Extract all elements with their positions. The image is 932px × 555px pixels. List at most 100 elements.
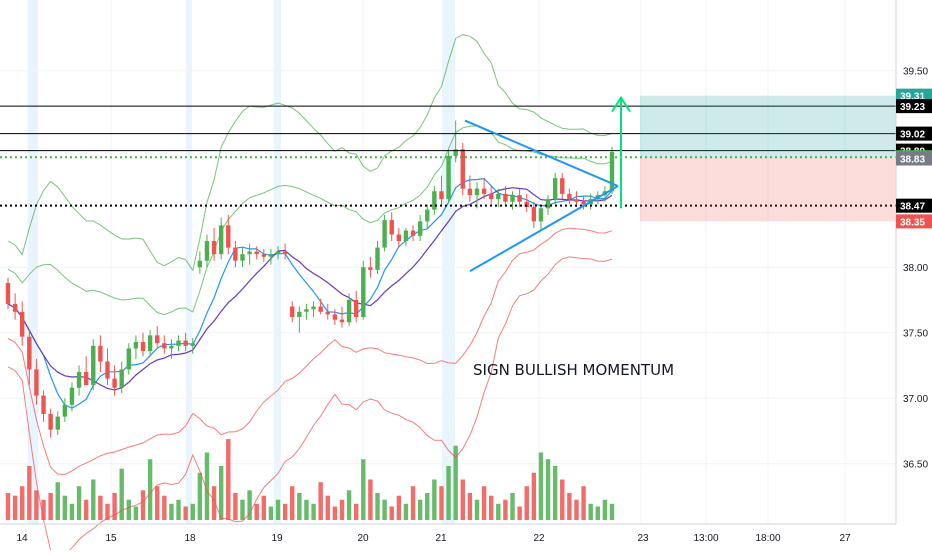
volume-bar	[218, 466, 224, 520]
candle	[5, 277, 11, 310]
time-tick-label: 23	[637, 533, 649, 544]
volume-bar	[503, 499, 508, 520]
candle-body	[98, 345, 103, 362]
candle	[211, 227, 217, 261]
candle	[417, 214, 423, 242]
candle-body	[560, 178, 565, 194]
candle-body	[119, 369, 124, 388]
candle	[290, 301, 295, 323]
volume-bar	[98, 495, 103, 520]
candle	[510, 191, 515, 210]
price-tick-label: 38.00	[903, 263, 928, 274]
volume-bar	[474, 499, 480, 520]
candle	[467, 175, 473, 202]
volume-bar	[346, 490, 352, 520]
volume-bar	[27, 466, 32, 520]
candle	[425, 204, 430, 228]
volume-bar	[432, 479, 437, 520]
candle	[169, 339, 174, 359]
volume-bar	[574, 499, 579, 520]
candle-body	[453, 149, 458, 156]
candle-body	[169, 345, 174, 349]
volume-bar	[496, 503, 501, 520]
volume-bar	[311, 503, 316, 520]
annotation-label[interactable]: SIGN BULLISH MOMENTUM	[473, 361, 674, 379]
volume-bar	[105, 503, 110, 520]
candle-body	[361, 267, 366, 318]
candle	[439, 175, 444, 205]
candle-body	[410, 230, 416, 236]
candle-body	[5, 282, 11, 304]
candle	[162, 335, 167, 354]
volume-bar	[34, 490, 39, 520]
candle-body	[339, 319, 345, 323]
candle	[517, 188, 522, 207]
candle-body	[325, 311, 330, 315]
candle	[375, 241, 380, 274]
price-tag-label: 38.83	[900, 155, 925, 166]
candle	[432, 186, 437, 215]
volume-bar	[268, 506, 274, 520]
volume-bar	[190, 503, 195, 520]
price-tag-label: 38.47	[900, 202, 925, 213]
candle	[69, 382, 75, 412]
session-highlight	[442, 0, 455, 524]
candle-body	[162, 343, 167, 349]
volume-bar	[12, 495, 18, 520]
time-axis[interactable]: 14 15 18 19 20 21 22 23 13:00 18:00 27	[0, 523, 896, 544]
volume-bar	[162, 495, 167, 520]
volume-bar	[211, 486, 217, 520]
volume-bar	[439, 486, 444, 520]
price-tick-label: 37.00	[903, 394, 928, 405]
volume-bar	[410, 486, 416, 520]
volume-bar	[368, 479, 373, 520]
candle-body	[112, 378, 117, 388]
candle	[247, 243, 252, 265]
candle-body	[318, 306, 323, 312]
candle-body	[261, 254, 267, 257]
volume-bar	[545, 459, 551, 520]
volume-bar	[233, 493, 238, 520]
bollinger-outer-lower	[7, 256, 613, 555]
candle-body	[503, 193, 508, 202]
candle-body	[20, 311, 25, 337]
candle	[503, 186, 508, 205]
candle	[304, 303, 309, 320]
candle-body	[311, 306, 316, 310]
time-tick-label: 27	[839, 533, 851, 544]
candle-body	[417, 221, 423, 236]
candle	[560, 172, 565, 200]
candle	[133, 335, 139, 359]
candle-body	[460, 149, 465, 189]
volume-bar	[567, 493, 572, 520]
candle	[275, 246, 281, 260]
candle	[368, 256, 373, 278]
volume-bar	[83, 499, 89, 520]
candle-body	[226, 225, 231, 248]
triangle-lower-trendline	[469, 185, 619, 273]
volume-bar	[353, 503, 359, 520]
volume-bar	[147, 459, 153, 520]
candle	[27, 330, 32, 386]
price-tag-label: 39.23	[900, 102, 925, 113]
candle-body	[240, 254, 245, 261]
candle	[282, 243, 288, 260]
candle	[233, 241, 238, 268]
drawing-layer[interactable]	[0, 95, 896, 273]
candle	[55, 411, 60, 435]
candle-body	[41, 395, 46, 414]
candle	[268, 248, 274, 265]
volume-bar	[254, 503, 259, 520]
candle	[538, 204, 544, 231]
candle	[410, 225, 416, 242]
candle-body	[155, 335, 160, 344]
candle-body	[233, 247, 238, 261]
candle	[524, 193, 529, 213]
time-tick-label: 19	[271, 533, 283, 544]
volume-bar	[552, 466, 558, 520]
candle-body	[488, 193, 494, 200]
candle-body	[545, 199, 551, 209]
